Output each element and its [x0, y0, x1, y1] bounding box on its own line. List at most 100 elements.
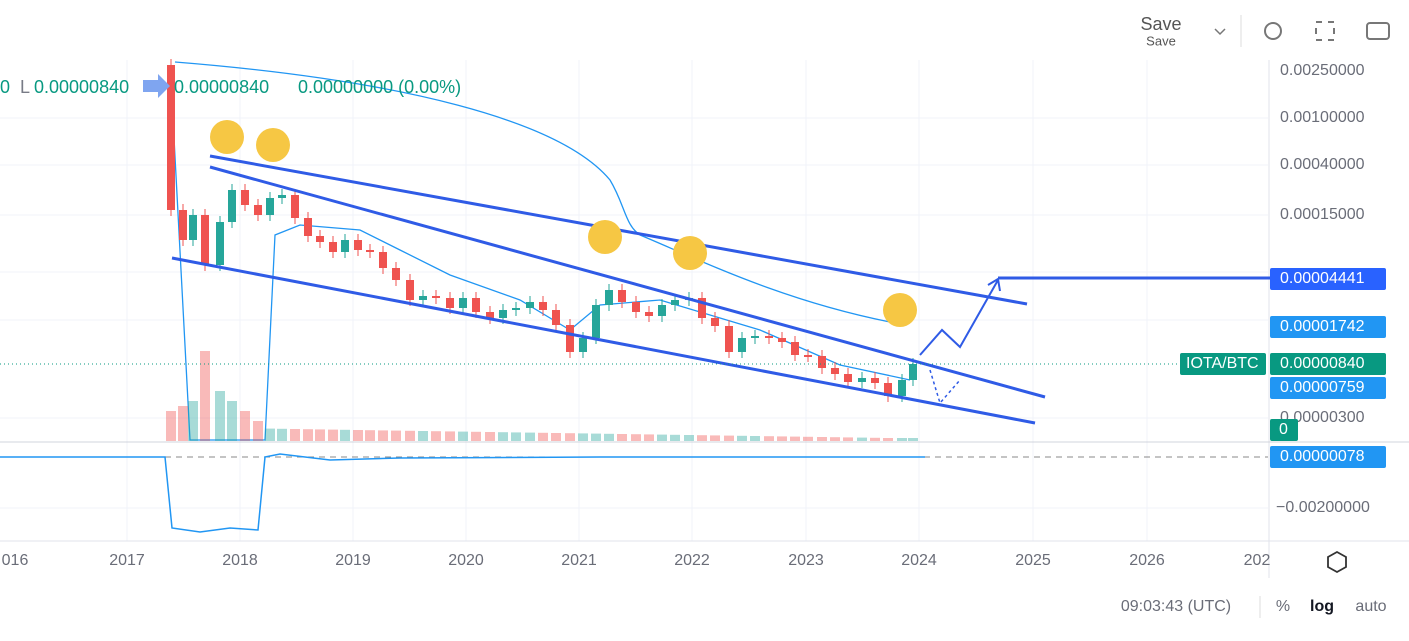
clock[interactable]: 09:03:43 (UTC): [1121, 598, 1231, 615]
candle-body: [765, 336, 773, 338]
volume-bar: [215, 391, 225, 441]
volume-bar: [803, 436, 813, 441]
auto-scale-icon[interactable]: [1327, 550, 1347, 574]
badge-text: 0.00001742: [1280, 318, 1365, 335]
volume-bar: [777, 436, 787, 441]
badge: [1270, 419, 1298, 441]
legend-close: 0.00000840: [174, 77, 269, 97]
candle-body: [201, 215, 209, 265]
candle-body: [566, 325, 574, 352]
trend-line: [171, 256, 1036, 425]
badge: [1270, 353, 1386, 375]
candle-body: [341, 240, 349, 252]
volume-bar: [830, 437, 840, 441]
save-dropdown[interactable]: [1214, 28, 1226, 36]
badge: [1270, 316, 1386, 338]
time-label: 2020: [448, 552, 484, 569]
time-label: 2021: [561, 552, 597, 569]
candle-body: [189, 215, 197, 240]
grid: [0, 60, 1268, 541]
screenshot-icon[interactable]: [1366, 22, 1390, 40]
candle-body: [179, 210, 187, 240]
volume-bar: [391, 430, 401, 441]
volume-bar: [166, 411, 176, 441]
volume-bar: [525, 432, 535, 441]
time-label: 2017: [109, 552, 145, 569]
legend-low: 0.00000840: [34, 77, 129, 97]
time-label: 2019: [335, 552, 371, 569]
volume-bar: [485, 432, 495, 441]
candle-body: [818, 356, 826, 368]
candle-body: [791, 342, 799, 355]
volume-bar: [737, 435, 747, 441]
price-label: 0.00040000: [1280, 156, 1365, 173]
badge: [1270, 268, 1386, 290]
legend-low-prefix: L: [20, 77, 30, 97]
candle-body: [392, 268, 400, 280]
save-button[interactable]: Save: [1140, 14, 1181, 34]
candle-body: [804, 355, 812, 357]
candle-body: [871, 378, 879, 383]
volume-bar: [670, 434, 680, 441]
candle-body: [228, 190, 236, 222]
volume-bar: [657, 434, 667, 441]
settings-icon[interactable]: [1264, 22, 1282, 40]
candle-body: [579, 338, 587, 352]
symbol-text: IOTA/BTC: [1186, 355, 1259, 372]
fullscreen-icon[interactable]: [1315, 21, 1335, 41]
volume-bar: [200, 351, 210, 441]
volume-bar: [277, 428, 287, 441]
volume-bar: [697, 435, 707, 441]
volume-bar: [843, 437, 853, 441]
auto-toggle[interactable]: auto: [1355, 598, 1386, 615]
legend-open: 0: [0, 77, 10, 97]
candle-body: [366, 250, 374, 252]
candle-body: [645, 312, 653, 316]
badge-text: 0.00000759: [1280, 379, 1365, 396]
volume-bar: [883, 438, 893, 441]
volume-bar: [897, 438, 907, 441]
symbol-badge: [1180, 353, 1266, 375]
candle-body: [738, 338, 746, 352]
volume-bar: [188, 401, 198, 441]
volume-bar: [253, 421, 263, 441]
volume-bar: [353, 430, 363, 441]
volume-bar: [265, 428, 275, 441]
candle-body: [778, 338, 786, 342]
candle-body: [844, 374, 852, 382]
volume-bar: [458, 431, 468, 441]
candle-body: [671, 300, 679, 305]
candle-body: [406, 280, 414, 300]
candle-body: [884, 383, 892, 396]
volume-bar: [378, 430, 388, 441]
time-label: 202: [1244, 552, 1271, 569]
candle-body: [725, 326, 733, 352]
candle-body: [167, 65, 175, 210]
badge-text: 0.00004441: [1280, 270, 1365, 287]
volume-bar: [498, 432, 508, 441]
cursor-arrow: [143, 74, 170, 98]
log-toggle[interactable]: log: [1310, 598, 1334, 615]
time-label: 2022: [674, 552, 710, 569]
volume-bar: [227, 401, 237, 441]
volume-bar: [710, 435, 720, 441]
candle-body: [241, 190, 249, 205]
volume-bar: [240, 411, 250, 441]
volume-bar: [565, 433, 575, 441]
candle-body: [592, 305, 600, 338]
price-label: 0.00100000: [1280, 109, 1365, 126]
volume-bar: [315, 429, 325, 441]
candle-body: [316, 236, 324, 242]
candle-body: [266, 198, 274, 215]
volume-bar: [617, 434, 627, 441]
legend-change: 0.00000000 (0.00%): [298, 77, 461, 97]
volume-bar: [340, 429, 350, 441]
candle-body: [711, 318, 719, 326]
candle-body: [658, 305, 666, 316]
hand-emojis: [210, 120, 917, 327]
lower-band: [171, 99, 911, 441]
percent-toggle[interactable]: %: [1276, 598, 1290, 615]
candle-body: [291, 195, 299, 218]
time-label: 2026: [1129, 552, 1165, 569]
